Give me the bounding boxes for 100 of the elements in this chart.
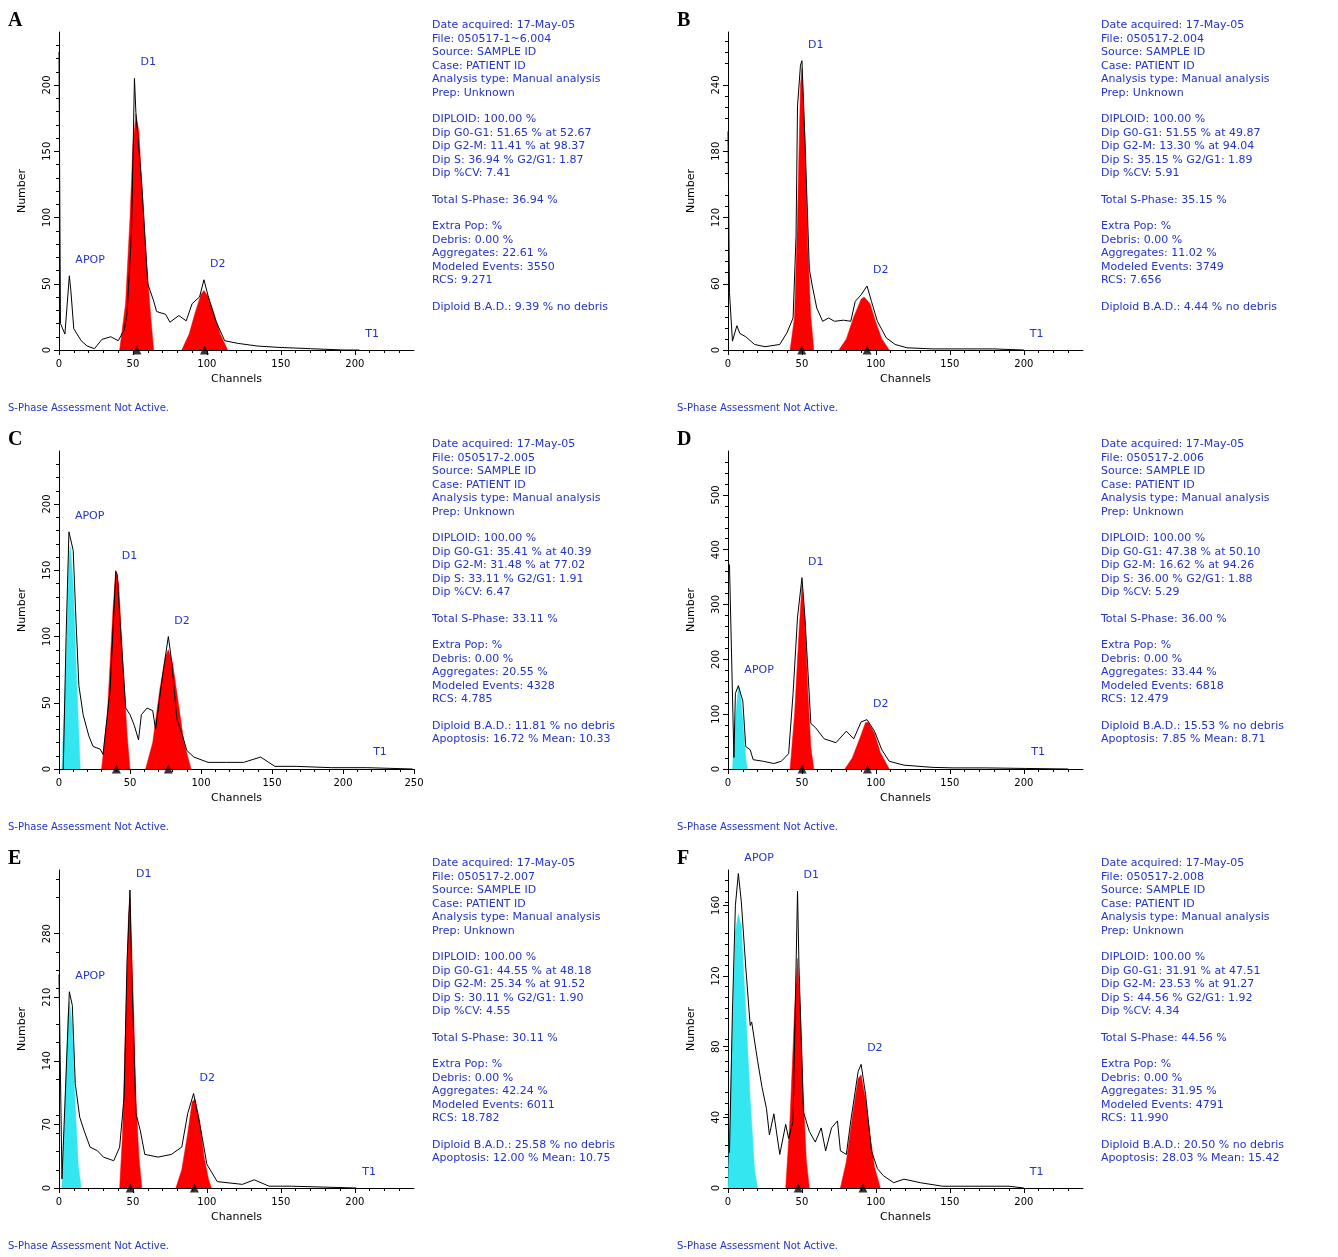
text: Prep: Unknown bbox=[1101, 85, 1185, 99]
text: Modeled Events: 4791 bbox=[1101, 1097, 1225, 1111]
text: Modeled Events: 6818 bbox=[1101, 678, 1225, 692]
annotation: T1 bbox=[361, 1165, 377, 1178]
annotation: APOP bbox=[75, 968, 106, 982]
chart-title: B bbox=[677, 8, 691, 31]
annotation: D2 bbox=[199, 1070, 216, 1084]
text: DIPLOID: 100.00 % bbox=[432, 531, 538, 545]
text: Dip G2-M: 16.62 % at 94.26 bbox=[1101, 558, 1256, 572]
text: Case: PATIENT ID bbox=[432, 896, 527, 910]
annotation: T1 bbox=[1030, 745, 1046, 759]
annotation: D1 bbox=[136, 866, 152, 880]
text: File: 050517-2.004 bbox=[1101, 31, 1206, 45]
x-tick-label: 150 bbox=[271, 1195, 291, 1207]
text: Case: PATIENT ID bbox=[432, 58, 527, 72]
text: Aggregates: 11.02 % bbox=[1101, 246, 1218, 260]
text: Dip %CV: 7.41 bbox=[432, 166, 512, 180]
chart-title: E bbox=[8, 846, 22, 869]
annotation: APOP bbox=[744, 662, 775, 676]
text: Total S-Phase: 33.11 % bbox=[432, 611, 559, 625]
y-tick-label: 200 bbox=[709, 649, 721, 669]
text: Extra Pop: % bbox=[432, 638, 504, 652]
x-tick-label: 100 bbox=[866, 1195, 886, 1207]
y-tick-label: 0 bbox=[40, 1184, 52, 1192]
x-tick-label: 100 bbox=[866, 776, 886, 788]
source-note: Source: SAMPLE ID bbox=[432, 464, 538, 478]
x-tick-label: 0 bbox=[55, 776, 63, 788]
text: Diploid B.A.D.: 25.58 % no debris bbox=[432, 1137, 617, 1151]
text: Date acquired: 17-May-05 bbox=[432, 856, 577, 870]
text: Dip %CV: 5.91 bbox=[1101, 166, 1181, 180]
x-tick-label: 200 bbox=[345, 357, 365, 369]
text: Dip %CV: 6.47 bbox=[432, 585, 512, 599]
x-axis-title: Channels bbox=[880, 790, 932, 804]
y-tick-label: 0 bbox=[709, 346, 721, 354]
source-note: Source: SAMPLE ID bbox=[432, 883, 538, 897]
text: Modeled Events: 4328 bbox=[432, 678, 556, 692]
y-tick-label: 300 bbox=[709, 594, 721, 615]
y-tick-label: 50 bbox=[40, 696, 52, 710]
x-tick-label: 50 bbox=[795, 1195, 809, 1207]
y-tick-label: 60 bbox=[709, 277, 721, 291]
text: File: 050517-1~6.004 bbox=[432, 31, 553, 45]
annotation: D2 bbox=[873, 696, 889, 710]
text: RCS: 9.271 bbox=[432, 273, 494, 287]
y-tick-label: 100 bbox=[709, 704, 721, 724]
text: Diploid B.A.D.: 15.53 % no debris bbox=[1101, 718, 1286, 732]
annotation: D1 bbox=[140, 55, 156, 69]
text: Dip %CV: 5.29 bbox=[1101, 585, 1181, 599]
text: Prep: Unknown bbox=[432, 923, 516, 937]
text: Prep: Unknown bbox=[1101, 504, 1185, 518]
text: S-Phase Assessment Not Active. bbox=[8, 1240, 169, 1251]
text: RCS: 18.782 bbox=[432, 1111, 501, 1125]
annotation: D2 bbox=[873, 262, 889, 276]
y-tick-label: 160 bbox=[709, 895, 721, 915]
text: Total S-Phase: 36.00 % bbox=[1101, 611, 1228, 625]
text: S-Phase Assessment Not Active. bbox=[677, 402, 838, 413]
text: Dip G0-G1: 31.91 % at 47.51 bbox=[1101, 963, 1262, 977]
text: Diploid B.A.D.: 20.50 % no debris bbox=[1101, 1137, 1286, 1151]
text: Total S-Phase: 44.56 % bbox=[1101, 1030, 1228, 1044]
x-tick-label: 200 bbox=[345, 1195, 365, 1207]
x-tick-label: 100 bbox=[866, 357, 886, 369]
y-tick-label: 80 bbox=[709, 1040, 721, 1054]
text: Dip G0-G1: 47.38 % at 50.10 bbox=[1101, 544, 1262, 558]
text: Aggregates: 31.95 % bbox=[1101, 1084, 1218, 1098]
text: Dip %CV: 4.55 bbox=[432, 1004, 512, 1018]
text: Apoptosis: 28.03 % Mean: 15.42 bbox=[1101, 1151, 1281, 1165]
text: Aggregates: 22.61 % bbox=[432, 246, 549, 260]
y-tick-label: 500 bbox=[709, 485, 721, 505]
text: Apoptosis: 12.00 % Mean: 10.75 bbox=[432, 1151, 612, 1165]
text: Analysis type: Manual analysis bbox=[432, 491, 602, 505]
text: Dip G2-M: 11.41 % at 98.37 bbox=[432, 139, 587, 153]
annotation: D1 bbox=[807, 37, 824, 51]
text: Analysis type: Manual analysis bbox=[432, 910, 602, 924]
text: DIPLOID: 100.00 % bbox=[1101, 531, 1207, 545]
y-tick-label: 0 bbox=[709, 765, 721, 773]
y-tick-label: 200 bbox=[40, 75, 52, 95]
text: Debris: 0.00 % bbox=[432, 232, 515, 246]
x-tick-label: 150 bbox=[262, 776, 282, 788]
x-tick-label: 0 bbox=[55, 1195, 63, 1207]
text: Analysis type: Manual analysis bbox=[432, 72, 602, 86]
y-tick-label: 200 bbox=[40, 494, 52, 514]
y-tick-label: 210 bbox=[40, 987, 52, 1007]
source-note: Source: SAMPLE ID bbox=[432, 45, 538, 59]
y-tick-label: 100 bbox=[40, 207, 52, 228]
text: Aggregates: 33.44 % bbox=[1101, 665, 1218, 679]
x-tick-label: 200 bbox=[1014, 357, 1034, 369]
text: RCS: 11.990 bbox=[1101, 1111, 1170, 1125]
annotation: T1 bbox=[372, 744, 387, 758]
text: Modeled Events: 6011 bbox=[432, 1097, 556, 1111]
text: Date acquired: 17-May-05 bbox=[432, 18, 577, 32]
text: S-Phase Assessment Not Active. bbox=[8, 821, 169, 832]
text: Diploid B.A.D.: 11.81 % no debris bbox=[432, 718, 617, 732]
text: DIPLOID: 100.00 % bbox=[432, 112, 538, 126]
text: Case: PATIENT ID bbox=[1101, 58, 1196, 72]
y-tick-label: 0 bbox=[40, 765, 52, 773]
x-axis-title: Channels bbox=[211, 1209, 263, 1223]
x-axis-title: Channels bbox=[880, 371, 932, 385]
text: Dip G2-M: 23.53 % at 91.27 bbox=[1101, 977, 1256, 991]
y-tick-label: 400 bbox=[709, 540, 721, 560]
text: RCS: 4.785 bbox=[432, 692, 494, 706]
x-tick-label: 50 bbox=[126, 357, 140, 369]
